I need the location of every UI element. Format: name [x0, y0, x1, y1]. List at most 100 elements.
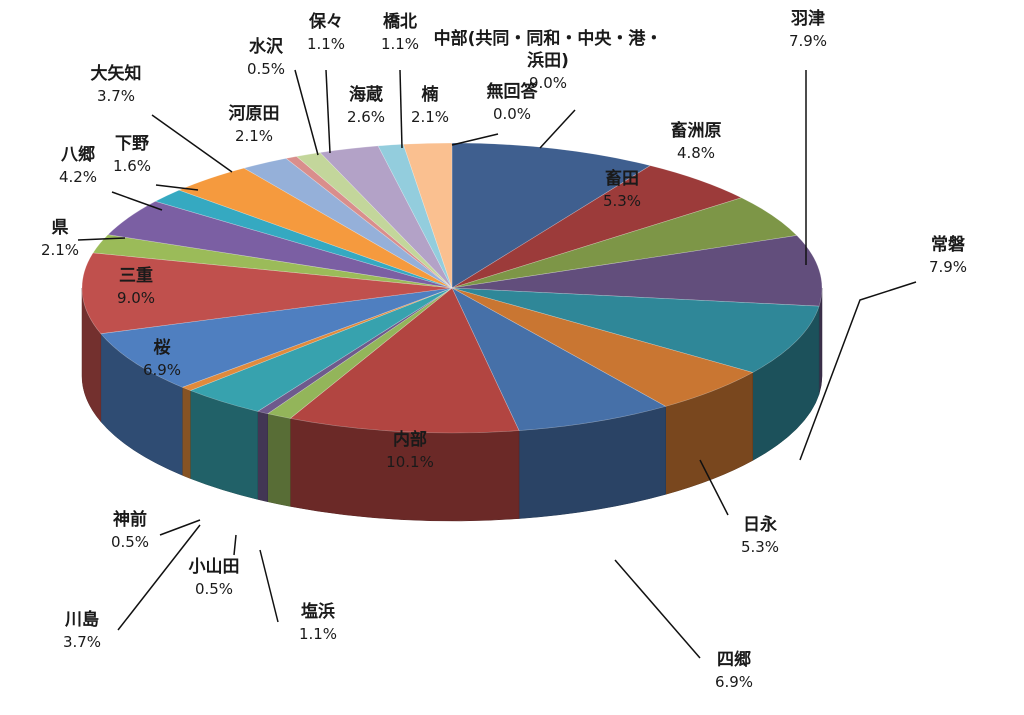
slice-value-label: 9.0% — [117, 289, 155, 307]
side-wall-塩浜 — [267, 413, 291, 507]
slice-value-label: 4.8% — [677, 144, 715, 162]
leader-line-中部（共同・同和・中央・港・浜田） — [539, 109, 576, 149]
slice-name-label: 大矢知 — [91, 63, 142, 84]
slice-神前 — [181, 287, 453, 391]
slice-value-label: 1.1% — [307, 35, 345, 53]
slice-label-桜: 桜 6.9% — [143, 337, 181, 379]
slice-value-label: 5.3% — [603, 192, 641, 210]
slice-label-羽津: 羽津 7.9% — [789, 8, 827, 50]
slice-value-label: 7.9% — [789, 32, 827, 50]
slice-label-畜田: 畜田 5.3% — [603, 168, 641, 210]
slice-name-label: 畜田 — [605, 168, 639, 189]
slice-下野 — [154, 189, 453, 289]
slice-value-label: 9.0% — [529, 74, 567, 92]
slice-label-三重: 三重 9.0% — [117, 265, 155, 307]
slice-name-label: 神前 — [113, 509, 147, 530]
slice-橋北 — [377, 143, 453, 289]
slice-label-小山田: 小山田 0.5% — [189, 557, 240, 598]
slice-value-label: 2.1% — [41, 241, 79, 259]
slice-value-label: 4.2% — [59, 168, 97, 186]
leader-line-日永 — [699, 459, 729, 516]
leader-line-橋北 — [399, 69, 403, 149]
leader-line-保々 — [325, 69, 331, 154]
leader-line-川島 — [117, 524, 201, 631]
slice-label-海蔵: 海蔵 2.6% — [347, 84, 385, 126]
slice-保々 — [295, 152, 453, 289]
leader-line-神前 — [159, 519, 201, 536]
slice-value-label: 3.7% — [63, 633, 101, 651]
slice-川島 — [189, 287, 453, 412]
slice-value-label: 10.1% — [386, 453, 434, 471]
slice-八郷 — [107, 200, 453, 289]
slice-value-label: 6.9% — [143, 361, 181, 379]
slice-name-label: 畜洲原 — [671, 120, 722, 141]
slice-name-label: 日永 — [743, 514, 777, 535]
slice-県 — [92, 234, 453, 289]
leader-lines — [77, 69, 917, 659]
slice-label-塩浜: 塩浜 1.1% — [299, 601, 337, 643]
slice-label-内部: 内部 10.1% — [386, 429, 434, 471]
side-wall-神前 — [182, 386, 191, 479]
slice-羽津 — [451, 235, 823, 307]
slice-name-label: 四郷 — [717, 649, 751, 670]
slice-name-label: 内部 — [393, 429, 427, 450]
slice-label-川島: 川島 3.7% — [63, 609, 101, 651]
slice-内部 — [289, 287, 520, 434]
side-wall-小山田 — [257, 411, 268, 503]
slice-label-八郷: 八郷 4.2% — [59, 144, 97, 186]
slice-value-label: 2.1% — [235, 127, 273, 145]
slice-label-四郷: 四郷 6.9% — [715, 649, 753, 691]
slice-name-label: 常磐 — [931, 234, 965, 255]
slice-河原田 — [243, 158, 453, 289]
slice-value-label: 1.1% — [381, 35, 419, 53]
slice-value-label: 1.6% — [113, 157, 151, 175]
slice-value-label: 1.1% — [299, 625, 337, 643]
leader-line-無回答 — [451, 133, 499, 146]
slice-四郷 — [451, 287, 667, 431]
slice-name-label: 保々 — [308, 11, 343, 32]
slice-name-label: 塩浜 — [301, 601, 335, 622]
slice-name-label: 八郷 — [61, 144, 95, 165]
slice-name-label: 三重 — [119, 265, 153, 286]
slice-塩浜 — [266, 287, 453, 419]
slice-name-label: 橋北 — [383, 11, 417, 32]
slice-name-label: 小山田 — [189, 557, 240, 577]
slice-name-label: 川島 — [64, 609, 99, 630]
slice-name-label: 浜田) — [527, 51, 569, 71]
slice-label-保々: 保々 1.1% — [307, 11, 345, 53]
slice-水沢 — [285, 156, 453, 289]
slice-大矢知 — [178, 167, 453, 289]
slice-value-label: 6.9% — [715, 673, 753, 691]
leader-line-小山田 — [233, 534, 237, 556]
slice-name-label: 下野 — [115, 134, 149, 154]
slice-小山田 — [256, 287, 453, 415]
slice-label-下野: 下野 1.6% — [113, 134, 151, 175]
slice-label-河原田: 河原田 2.1% — [229, 104, 280, 145]
slice-label-橋北: 橋北 1.1% — [381, 11, 419, 53]
slice-name-label: 羽津 — [791, 8, 825, 29]
slice-海蔵 — [319, 145, 453, 289]
slice-中部（共同・同和・中央・港・浜田） — [451, 142, 652, 289]
slice-name-label: 海蔵 — [349, 84, 383, 105]
slice-label-大矢知: 大矢知 3.7% — [91, 63, 142, 105]
leader-line-下野 — [155, 184, 199, 191]
slice-label-神前: 神前 0.5% — [111, 509, 149, 551]
slice-value-label: 0.0% — [493, 105, 531, 123]
slice-value-label: 3.7% — [97, 87, 135, 105]
leader-line-常磐 — [799, 281, 917, 461]
slice-label-無回答: 無回答 0.0% — [487, 81, 539, 123]
slice-楠 — [402, 142, 453, 289]
slice-value-label: 7.9% — [929, 258, 967, 276]
slice-label-畜洲原: 畜洲原 4.8% — [671, 120, 722, 162]
slice-name-label: 桜 — [154, 337, 171, 358]
slice-畜洲原 — [451, 197, 798, 289]
slice-label-楠: 楠 2.1% — [411, 84, 449, 126]
slice-常磐 — [451, 287, 820, 373]
slice-value-label: 5.3% — [741, 538, 779, 556]
slice-桜 — [100, 287, 453, 388]
slice-label-県: 県 2.1% — [41, 218, 79, 259]
leader-line-大矢知 — [151, 114, 233, 173]
slice-label-中部（共同・同和・中央・港・浜田）: 中部(共同・同和・中央・港・浜田) 9.0% — [434, 28, 663, 92]
leader-line-塩浜 — [259, 549, 279, 623]
